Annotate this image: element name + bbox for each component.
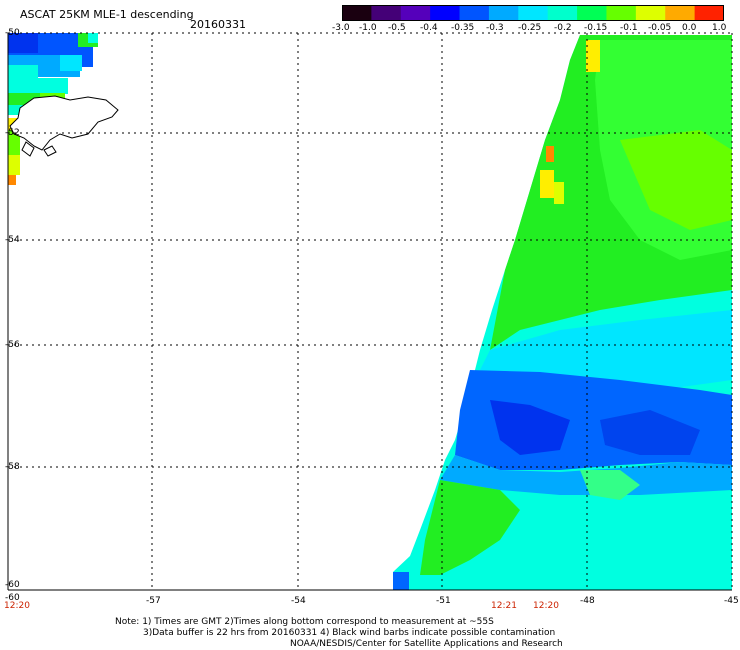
colorbar-segment [665, 5, 696, 21]
colorbar-segment [694, 5, 724, 21]
colorbar-tick: 0.0 [682, 23, 697, 33]
colorbar-tick: -0.35 [451, 23, 475, 33]
time-label: 12:20 [4, 601, 30, 611]
coastline [9, 95, 119, 157]
lat-label: -56 [5, 340, 20, 350]
product-title: ASCAT 25KM MLE-1 descending [20, 8, 194, 21]
lon-label: -54 [291, 596, 306, 606]
lat-label: -54 [5, 235, 20, 245]
lon-label: -48 [580, 596, 595, 606]
colorbar-tick: -0.05 [648, 23, 672, 33]
colorbar-tick: 1.0 [712, 23, 727, 33]
lat-label: -50 [5, 28, 20, 38]
lon-label: -60 [5, 593, 20, 603]
colorbar [342, 5, 724, 21]
map-frame [7, 33, 732, 591]
lat-label: -52 [5, 128, 20, 138]
colorbar-tick: -0.3 [486, 23, 504, 33]
colorbar-tick: -3.0 [332, 23, 350, 33]
colorbar-segment [547, 5, 578, 21]
time-label: 12:20 [533, 601, 559, 611]
colorbar-tick: -0.15 [584, 23, 608, 33]
colorbar-segment [606, 5, 637, 21]
lon-label: -51 [436, 596, 451, 606]
note-line-3: NOAA/NESDIS/Center for Satellite Applica… [290, 639, 563, 649]
graticule [8, 32, 733, 590]
lon-label: -57 [146, 596, 161, 606]
colorbar-segment [577, 5, 607, 21]
colorbar-border [342, 5, 724, 21]
colorbar-tick-labels: -3.0 -1.0 -0.5 -0.4 -0.35 -0.3 -0.25 -0.… [332, 23, 732, 35]
colorbar-tick: -0.25 [518, 23, 542, 33]
product-date: 20160331 [190, 18, 246, 31]
lat-label: -58 [5, 462, 20, 472]
colorbar-tick: -0.5 [388, 23, 406, 33]
colorbar-segment [371, 5, 402, 21]
lon-label: -45 [724, 596, 739, 606]
colorbar-segment [430, 5, 461, 21]
colorbar-tick: -1.0 [359, 23, 377, 33]
time-label: 12:21 [491, 601, 517, 611]
colorbar-tick: -0.4 [420, 23, 438, 33]
colorbar-tick: -0.2 [554, 23, 572, 33]
colorbar-segment [488, 5, 519, 21]
lat-label: -60 [5, 580, 20, 590]
colorbar-segment [400, 5, 431, 21]
colorbar-tick: -0.1 [620, 23, 638, 33]
note-line-1: Note: 1) Times are GMT 2)Times along bot… [115, 617, 494, 627]
colorbar-segment [518, 5, 549, 21]
colorbar-segment [635, 5, 666, 21]
note-line-2: 3)Data buffer is 22 hrs from 20160331 4)… [143, 628, 556, 638]
swath-right [393, 35, 732, 590]
colorbar-segment [459, 5, 490, 21]
colorbar-segment [342, 5, 372, 21]
